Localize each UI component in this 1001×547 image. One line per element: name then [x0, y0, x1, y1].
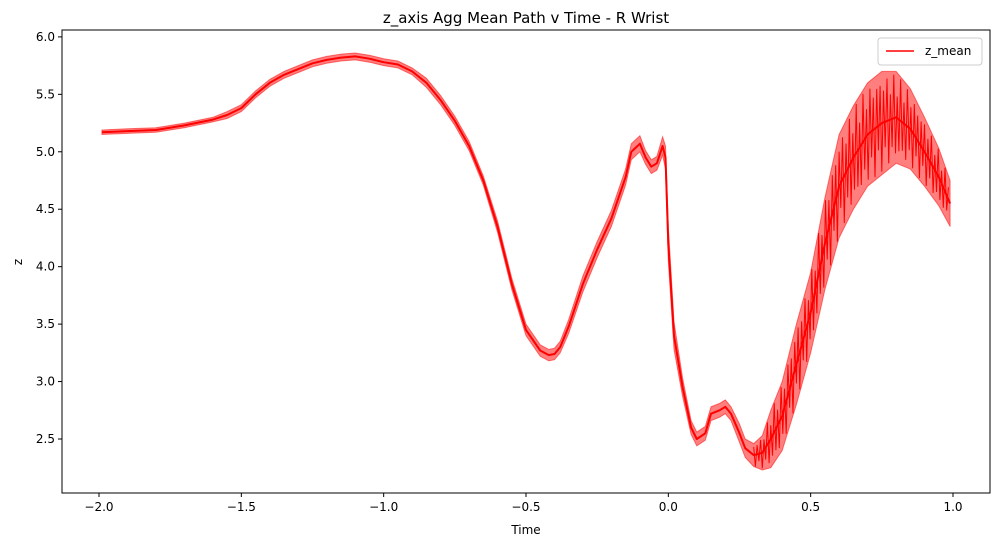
legend-entry-z-mean: z_mean — [925, 44, 971, 58]
x-tick-label: −0.5 — [511, 500, 540, 514]
x-tick-label: 0.5 — [801, 500, 820, 514]
y-tick-label: 5.0 — [36, 145, 55, 159]
y-tick-label: 6.0 — [36, 30, 55, 44]
y-tick-label: 3.5 — [36, 317, 55, 331]
x-axis: −2.0 −1.5 −1.0 −0.5 0.0 0.5 1.0 — [84, 493, 963, 514]
y-tick-label: 2.5 — [36, 432, 55, 446]
series-line-layer — [101, 55, 952, 457]
y-tick-label: 3.0 — [36, 375, 55, 389]
legend: z_mean — [877, 37, 983, 66]
y-axis-label: z — [11, 259, 25, 265]
legend-box — [877, 37, 983, 66]
jitter-layer — [753, 74, 949, 469]
y-tick-label: 5.5 — [36, 87, 55, 101]
x-axis-label: Time — [510, 523, 540, 537]
y-tick-label: 4.5 — [36, 202, 55, 216]
y-tick-label: 4.0 — [36, 260, 55, 274]
x-tick-label: 0.0 — [659, 500, 678, 514]
series-line-z-mean — [101, 55, 952, 457]
chart-title: z_axis Agg Mean Path v Time - R Wrist — [383, 9, 669, 28]
confidence-band-layer — [101, 52, 951, 471]
x-tick-label: −1.0 — [369, 500, 398, 514]
x-tick-label: −2.0 — [84, 500, 113, 514]
x-tick-label: −1.5 — [227, 500, 256, 514]
y-axis: 2.5 3.0 3.5 4.0 4.5 5.0 5.5 6.0 — [36, 30, 62, 446]
x-tick-label: 1.0 — [943, 500, 962, 514]
series-oscillation — [753, 74, 949, 469]
confidence-band — [101, 52, 951, 471]
